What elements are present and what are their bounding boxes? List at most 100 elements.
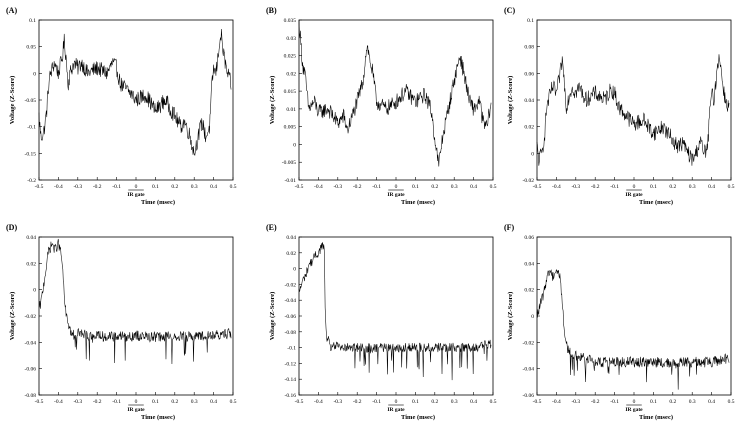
voltage-trace <box>536 54 730 166</box>
ir-gate-label: IR gate <box>625 407 643 413</box>
y-axis-label: Voltage (Z-Score) <box>269 76 276 125</box>
x-tick-label: -0.5 <box>295 399 304 405</box>
x-axis-label: Time (msec) <box>141 414 175 421</box>
x-tick-label: -0.1 <box>372 184 381 190</box>
x-tick-label: -0.5 <box>35 399 44 405</box>
y-axis-label: Voltage (Z-Score) <box>507 76 514 125</box>
chart-svg: 0.1 0.08 0.06 0.04 0.02 0 -0.02-0.5 -0.4 -0.3 -0.… <box>507 18 735 206</box>
y-tick-label: -0.04 <box>25 340 37 346</box>
x-tick-label: 0.1 <box>152 184 159 190</box>
x-tick-label: 0.4 <box>210 399 217 405</box>
x-tick-label: -0.3 <box>333 184 342 190</box>
x-tick-label: 0 <box>135 184 138 190</box>
x-tick-label: -0.2 <box>353 184 362 190</box>
chart-panel-d: (D) 0.04 0.02 0 -0.02 -0.04 -0.06 -0.08 -0.5 -0.… <box>6 223 237 431</box>
x-axis-label: Time (msec) <box>141 199 175 206</box>
x-tick-label: -0.1 <box>112 184 121 190</box>
plot-frame <box>38 236 234 396</box>
y-tick-label: -0.05 <box>25 98 37 104</box>
chart-panel-f: (F) 0.06 0.04 0.02 0 -0.02 -0.04 -0.06 -0.5 -0.4… <box>504 223 735 431</box>
y-tick-label: -0.005 <box>282 160 296 166</box>
x-tick-label: -0.2 <box>591 184 600 190</box>
x-tick-label: 0.1 <box>412 184 419 190</box>
y-tick-label: -0.02 <box>285 282 297 288</box>
panel-label: (A) <box>6 6 18 15</box>
x-tick-label: 0.2 <box>431 399 438 405</box>
x-tick-label: 0.4 <box>210 184 217 190</box>
y-tick-label: 0 <box>293 142 296 148</box>
x-tick-label: -0.2 <box>93 399 102 405</box>
x-tick-label: -0.4 <box>552 399 561 405</box>
y-tick-label: -0.06 <box>25 367 37 373</box>
x-tick-label: 0.4 <box>708 184 715 190</box>
x-tick-label: 0.1 <box>152 399 159 405</box>
y-tick-label: -0.04 <box>285 298 297 304</box>
plot-frame <box>536 236 732 396</box>
y-axis-label: Voltage (Z-Score) <box>9 76 16 125</box>
x-tick-label: -0.5 <box>533 184 542 190</box>
chart-panel-b: (B) 0.035 0.03 0.025 0.02 0.015 0.01 0.005 0 -0.… <box>266 6 497 216</box>
ir-gate-label: IR gate <box>127 192 145 198</box>
voltage-trace <box>298 19 492 167</box>
x-tick-label: -0.3 <box>571 399 580 405</box>
y-tick-label: -0.06 <box>285 314 297 320</box>
panel-label: (D) <box>6 223 18 232</box>
x-tick-label: 0.2 <box>171 399 178 405</box>
x-tick-label: 0.3 <box>451 184 458 190</box>
x-tick-label: -0.1 <box>112 399 121 405</box>
y-tick-label: -0.1 <box>27 125 36 131</box>
x-tick-label: 0.3 <box>451 399 458 405</box>
y-axis-label: Voltage (Z-Score) <box>269 292 276 341</box>
chart-svg: 0.06 0.04 0.02 0 -0.02 -0.04 -0.06-0.5 -0.4 -0.3… <box>507 235 735 421</box>
x-tick-label: 0.5 <box>230 399 237 405</box>
y-tick-label: -0.04 <box>523 367 535 373</box>
y-tick-label: 0.04 <box>524 98 534 104</box>
x-tick-label: 0.5 <box>728 399 735 405</box>
y-tick-label: 0.04 <box>524 261 534 267</box>
x-tick-label: 0.3 <box>191 184 198 190</box>
y-tick-label: -0.08 <box>25 393 37 399</box>
x-tick-label: -0.3 <box>73 184 82 190</box>
chart-svg: 0.035 0.03 0.025 0.02 0.015 0.01 0.005 0 -0.005 -… <box>269 18 497 206</box>
chart-svg: 0.04 0.02 0 -0.02 -0.04 -0.06 -0.08 -0.1 -0.12 -0… <box>269 235 497 421</box>
x-tick-label: 0.1 <box>650 399 657 405</box>
x-tick-label: -0.5 <box>35 184 44 190</box>
x-tick-label: 0.2 <box>669 399 676 405</box>
voltage-trace <box>38 238 232 364</box>
y-tick-label: 0.03 <box>286 36 296 42</box>
x-tick-label: -0.3 <box>333 399 342 405</box>
y-tick-label: 0.01 <box>286 107 296 113</box>
y-tick-label: 0.06 <box>524 235 534 241</box>
ir-gate-label: IR gate <box>625 192 643 198</box>
x-tick-label: 0.5 <box>490 399 497 405</box>
x-tick-label: 0 <box>395 399 398 405</box>
x-axis-label: Time (msec) <box>639 199 673 206</box>
x-tick-label: -0.1 <box>610 399 619 405</box>
x-tick-label: -0.3 <box>73 399 82 405</box>
x-tick-label: -0.5 <box>533 399 542 405</box>
y-tick-label: -0.12 <box>285 361 297 367</box>
y-tick-label: 0.05 <box>26 45 36 51</box>
x-tick-label: 0.5 <box>728 184 735 190</box>
x-axis-label: Time (msec) <box>639 414 673 421</box>
x-tick-label: 0.3 <box>191 399 198 405</box>
y-axis-label: Voltage (Z-Score) <box>9 292 16 341</box>
plot-frame <box>298 19 494 181</box>
y-tick-label: -0.14 <box>285 377 297 383</box>
x-tick-label: -0.4 <box>54 399 63 405</box>
chart-panel-e: (E) 0.04 0.02 0 -0.02 -0.04 -0.06 -0.08 -0.1 -0.… <box>266 223 497 431</box>
y-tick-label: 0.06 <box>524 71 534 77</box>
panel-label: (B) <box>266 6 277 15</box>
x-tick-label: 0.5 <box>490 184 497 190</box>
x-tick-label: 0.4 <box>708 399 715 405</box>
y-tick-label: 0.02 <box>26 261 36 267</box>
voltage-trace <box>536 269 730 390</box>
y-tick-label: 0.02 <box>286 71 296 77</box>
x-tick-label: -0.5 <box>295 184 304 190</box>
y-tick-label: 0.04 <box>26 235 36 241</box>
y-tick-label: 0 <box>33 71 36 77</box>
voltage-trace <box>298 242 492 381</box>
y-axis-label: Voltage (Z-Score) <box>507 292 514 341</box>
y-tick-label: 0 <box>531 151 534 157</box>
y-tick-label: -0.02 <box>25 314 37 320</box>
